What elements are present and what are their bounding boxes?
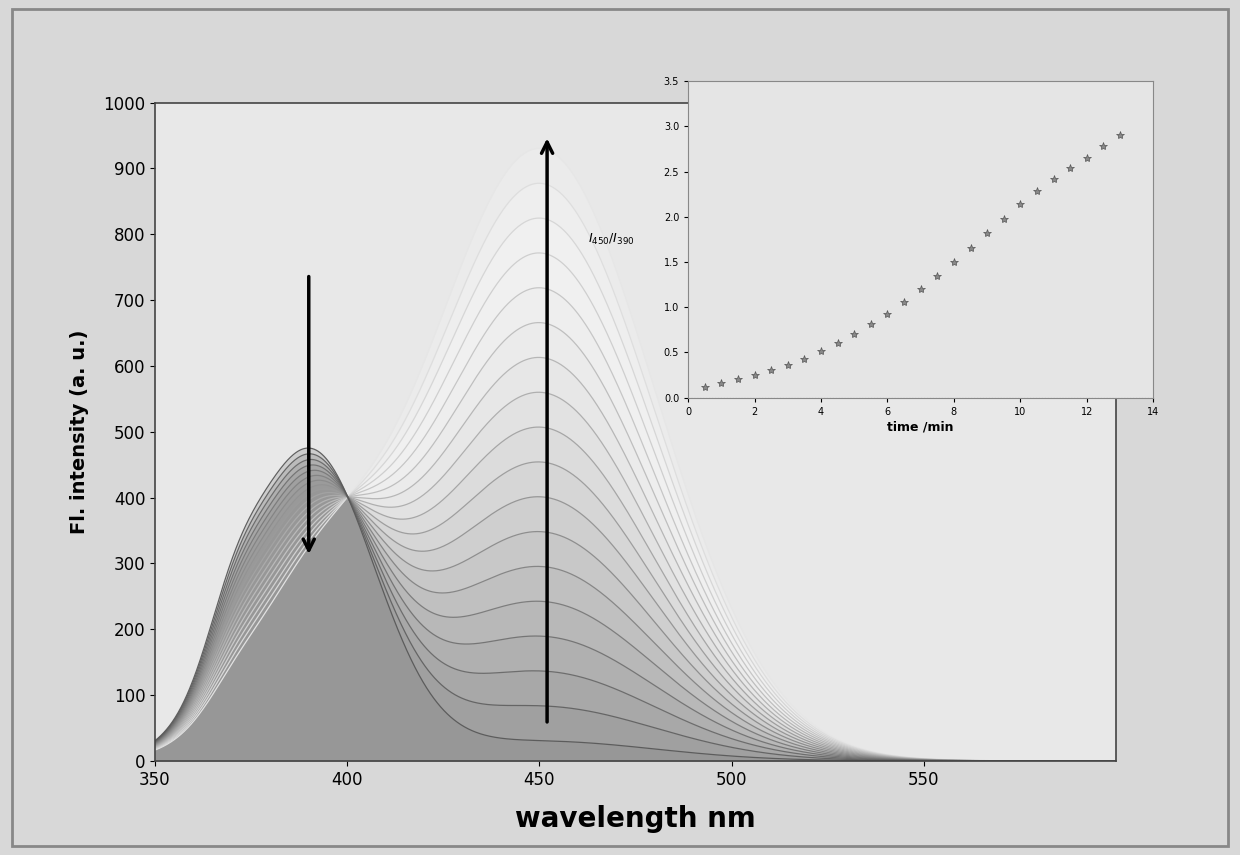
X-axis label: time /min: time /min — [888, 421, 954, 433]
Y-axis label: Fl. intensity (a. u.): Fl. intensity (a. u.) — [71, 329, 89, 534]
X-axis label: wavelength nm: wavelength nm — [515, 805, 756, 834]
Y-axis label: $\mathit{I}_{450}/\mathit{I}_{390}$: $\mathit{I}_{450}/\mathit{I}_{390}$ — [588, 232, 635, 247]
